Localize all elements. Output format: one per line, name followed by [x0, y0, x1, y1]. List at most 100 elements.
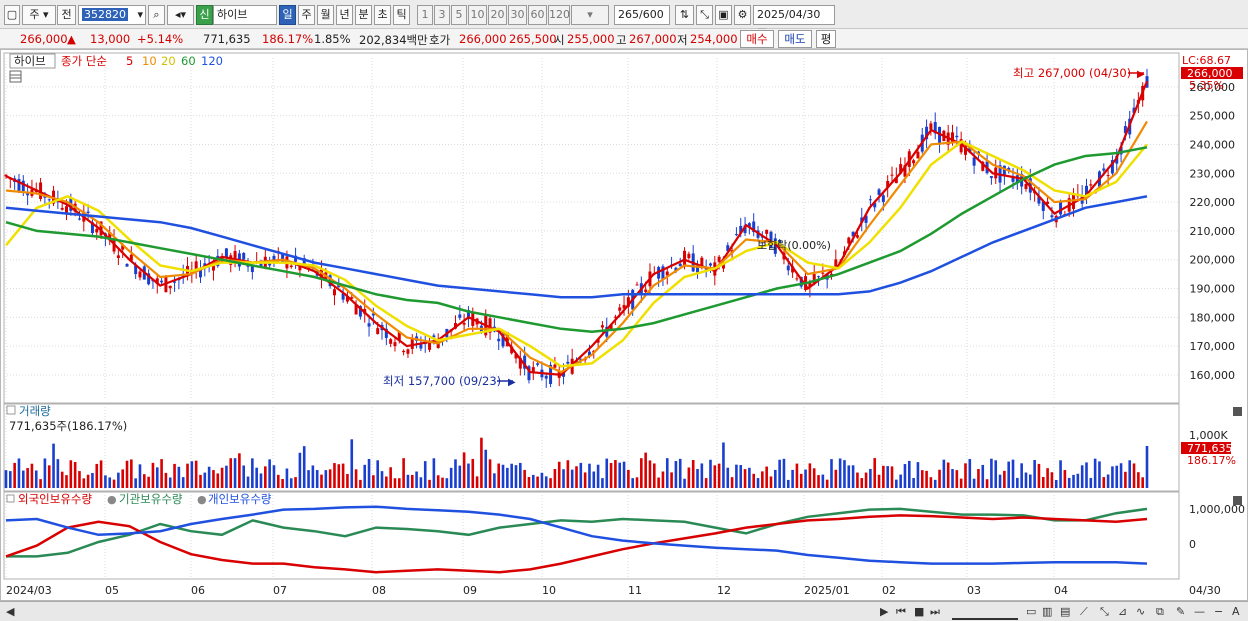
fib-tool-icon[interactable]: ⊿	[1118, 605, 1128, 618]
period-button-5[interactable]: 초	[374, 5, 391, 25]
candle-body	[665, 271, 669, 276]
period-button-4[interactable]: 분	[355, 5, 372, 25]
eval-button[interactable]: 평	[816, 30, 836, 48]
sell-button[interactable]: 매도	[778, 30, 812, 48]
stop-icon[interactable]: ■	[914, 605, 925, 618]
candle-body	[933, 122, 937, 134]
candle-body	[860, 217, 864, 223]
period-button-6[interactable]: 틱	[393, 5, 410, 25]
scroll-left-icon[interactable]: ◀	[6, 605, 15, 618]
chart-area[interactable]: 160,000 170,000 180,000 190,000 200,000 210,0…	[0, 49, 1248, 601]
play-icon[interactable]: ▶	[880, 605, 889, 618]
candle-body	[678, 263, 682, 267]
mode-label: 주	[29, 8, 40, 21]
draw-tool-icon[interactable]: ⤡	[696, 5, 713, 25]
y-tick-label: 260,000	[1190, 81, 1236, 94]
volume-bar	[406, 474, 410, 488]
volume-bar	[419, 477, 423, 488]
interval-button-2[interactable]: 5	[451, 5, 467, 25]
period-button-1[interactable]: 주	[298, 5, 315, 25]
bottom-scrollbar[interactable]: ◀ ▶ ⏮ ■ ⏭ ▭ ▥ ▤ ⟋ ⤡ ⊿ ∿ ⧉ ✎ — − A	[0, 601, 1248, 621]
volume-bar	[311, 465, 315, 488]
y-tick-label: 200,000	[1190, 254, 1236, 267]
candle-body	[981, 161, 985, 171]
prev-button[interactable]: 전	[57, 5, 76, 25]
volume-bar	[929, 477, 933, 488]
candle-body	[799, 276, 803, 287]
candle-body	[536, 363, 540, 365]
text-tool-icon[interactable]: A	[1232, 605, 1240, 618]
window-icon[interactable]: ▢	[4, 5, 20, 25]
volume-panel-icon[interactable]	[6, 405, 16, 415]
stock-code-input[interactable]: 352820 ▾	[78, 5, 146, 25]
x-tick-label: 11	[628, 584, 642, 597]
zoom-slider[interactable]	[952, 604, 1018, 620]
zoom-out-icon[interactable]: −	[1214, 605, 1224, 618]
interval-button-3[interactable]: 10	[468, 5, 487, 25]
candle-body	[428, 341, 432, 350]
period-button-2[interactable]: 월	[317, 5, 334, 25]
volume-bar	[259, 473, 263, 488]
holdings-panel-close-icon[interactable]	[1233, 496, 1242, 505]
count-field[interactable]: 265/600	[614, 5, 670, 25]
period-button-3[interactable]: 년	[336, 5, 353, 25]
minus-icon[interactable]: —	[1194, 605, 1205, 618]
holdings-panel-icon[interactable]	[6, 494, 15, 503]
volume-bar	[1119, 463, 1123, 488]
period-button-0[interactable]: 일	[279, 5, 296, 25]
fast-forward-icon[interactable]: ⏭	[930, 605, 940, 618]
panel-icon[interactable]: ▤	[1060, 605, 1071, 618]
volume-bar	[39, 479, 42, 488]
table-icon[interactable]	[9, 70, 22, 83]
candle-body	[752, 221, 756, 233]
box-tool-icon[interactable]: ⧉	[1156, 605, 1164, 618]
candle-body	[600, 325, 604, 328]
line-tool-icon[interactable]: ⟋	[1080, 605, 1088, 618]
volume-bar	[160, 459, 163, 488]
stock-name-tag[interactable]	[9, 53, 56, 69]
search-icon[interactable]: ⌕	[148, 5, 165, 25]
wave-tool-icon[interactable]: ∿	[1136, 605, 1146, 618]
mode-select[interactable]: 주 ▾	[22, 5, 56, 25]
rewind-icon[interactable]: ⏮	[896, 605, 906, 618]
buy-button[interactable]: 매수	[740, 30, 774, 48]
trend-tool-icon[interactable]: ⤡	[1100, 605, 1109, 618]
date-field[interactable]: 2025/04/30 ▦	[753, 5, 835, 39]
interval-dropdown[interactable]: ▾	[571, 5, 609, 25]
gear-icon[interactable]: ⚙	[734, 5, 751, 25]
volume-bar	[393, 478, 397, 488]
pen-tool-icon[interactable]: ✎	[1176, 605, 1186, 618]
volume-bar	[233, 458, 237, 488]
interval-button-5[interactable]: 30	[508, 5, 527, 25]
separator-dot: ●	[107, 493, 117, 506]
volume-bar	[964, 463, 967, 488]
stock-name-field[interactable]: 하이브	[213, 5, 277, 25]
interval-button-0[interactable]: 1	[417, 5, 433, 25]
speaker-icon[interactable]: ◂▾	[167, 5, 194, 25]
price-panel-frame	[3, 52, 1180, 404]
interval-button-4[interactable]: 20	[488, 5, 507, 25]
chevron-down-icon[interactable]: ▾	[137, 8, 143, 21]
volume-bar	[722, 442, 725, 488]
legend-ma-60: 60	[181, 54, 196, 68]
ma-line-120	[5, 195, 1148, 299]
volume-bar	[229, 458, 233, 488]
volume-bar	[65, 475, 68, 488]
compare-icon[interactable]: ⇅	[675, 5, 694, 25]
candle-body	[108, 232, 112, 241]
volume-bar	[441, 477, 444, 488]
volume-panel-close-icon[interactable]	[1233, 407, 1242, 416]
x-tick-label: 04	[1054, 584, 1068, 597]
volume-bar	[147, 476, 150, 488]
candle-body	[886, 180, 890, 188]
split-icon[interactable]: ▥	[1042, 605, 1053, 618]
volume-bar	[709, 459, 712, 488]
save-icon[interactable]: ▣	[715, 5, 732, 25]
interval-button-6[interactable]: 60	[528, 5, 547, 25]
interval-button-7[interactable]: 120	[548, 5, 570, 25]
chart-svg[interactable]: 160,000 170,000 180,000 190,000 200,000 210,0…	[1, 50, 1247, 600]
candle-body	[912, 160, 916, 164]
interval-button-1[interactable]: 3	[434, 5, 450, 25]
layout-icon[interactable]: ▭	[1026, 605, 1037, 618]
volume-tag	[1181, 442, 1231, 454]
